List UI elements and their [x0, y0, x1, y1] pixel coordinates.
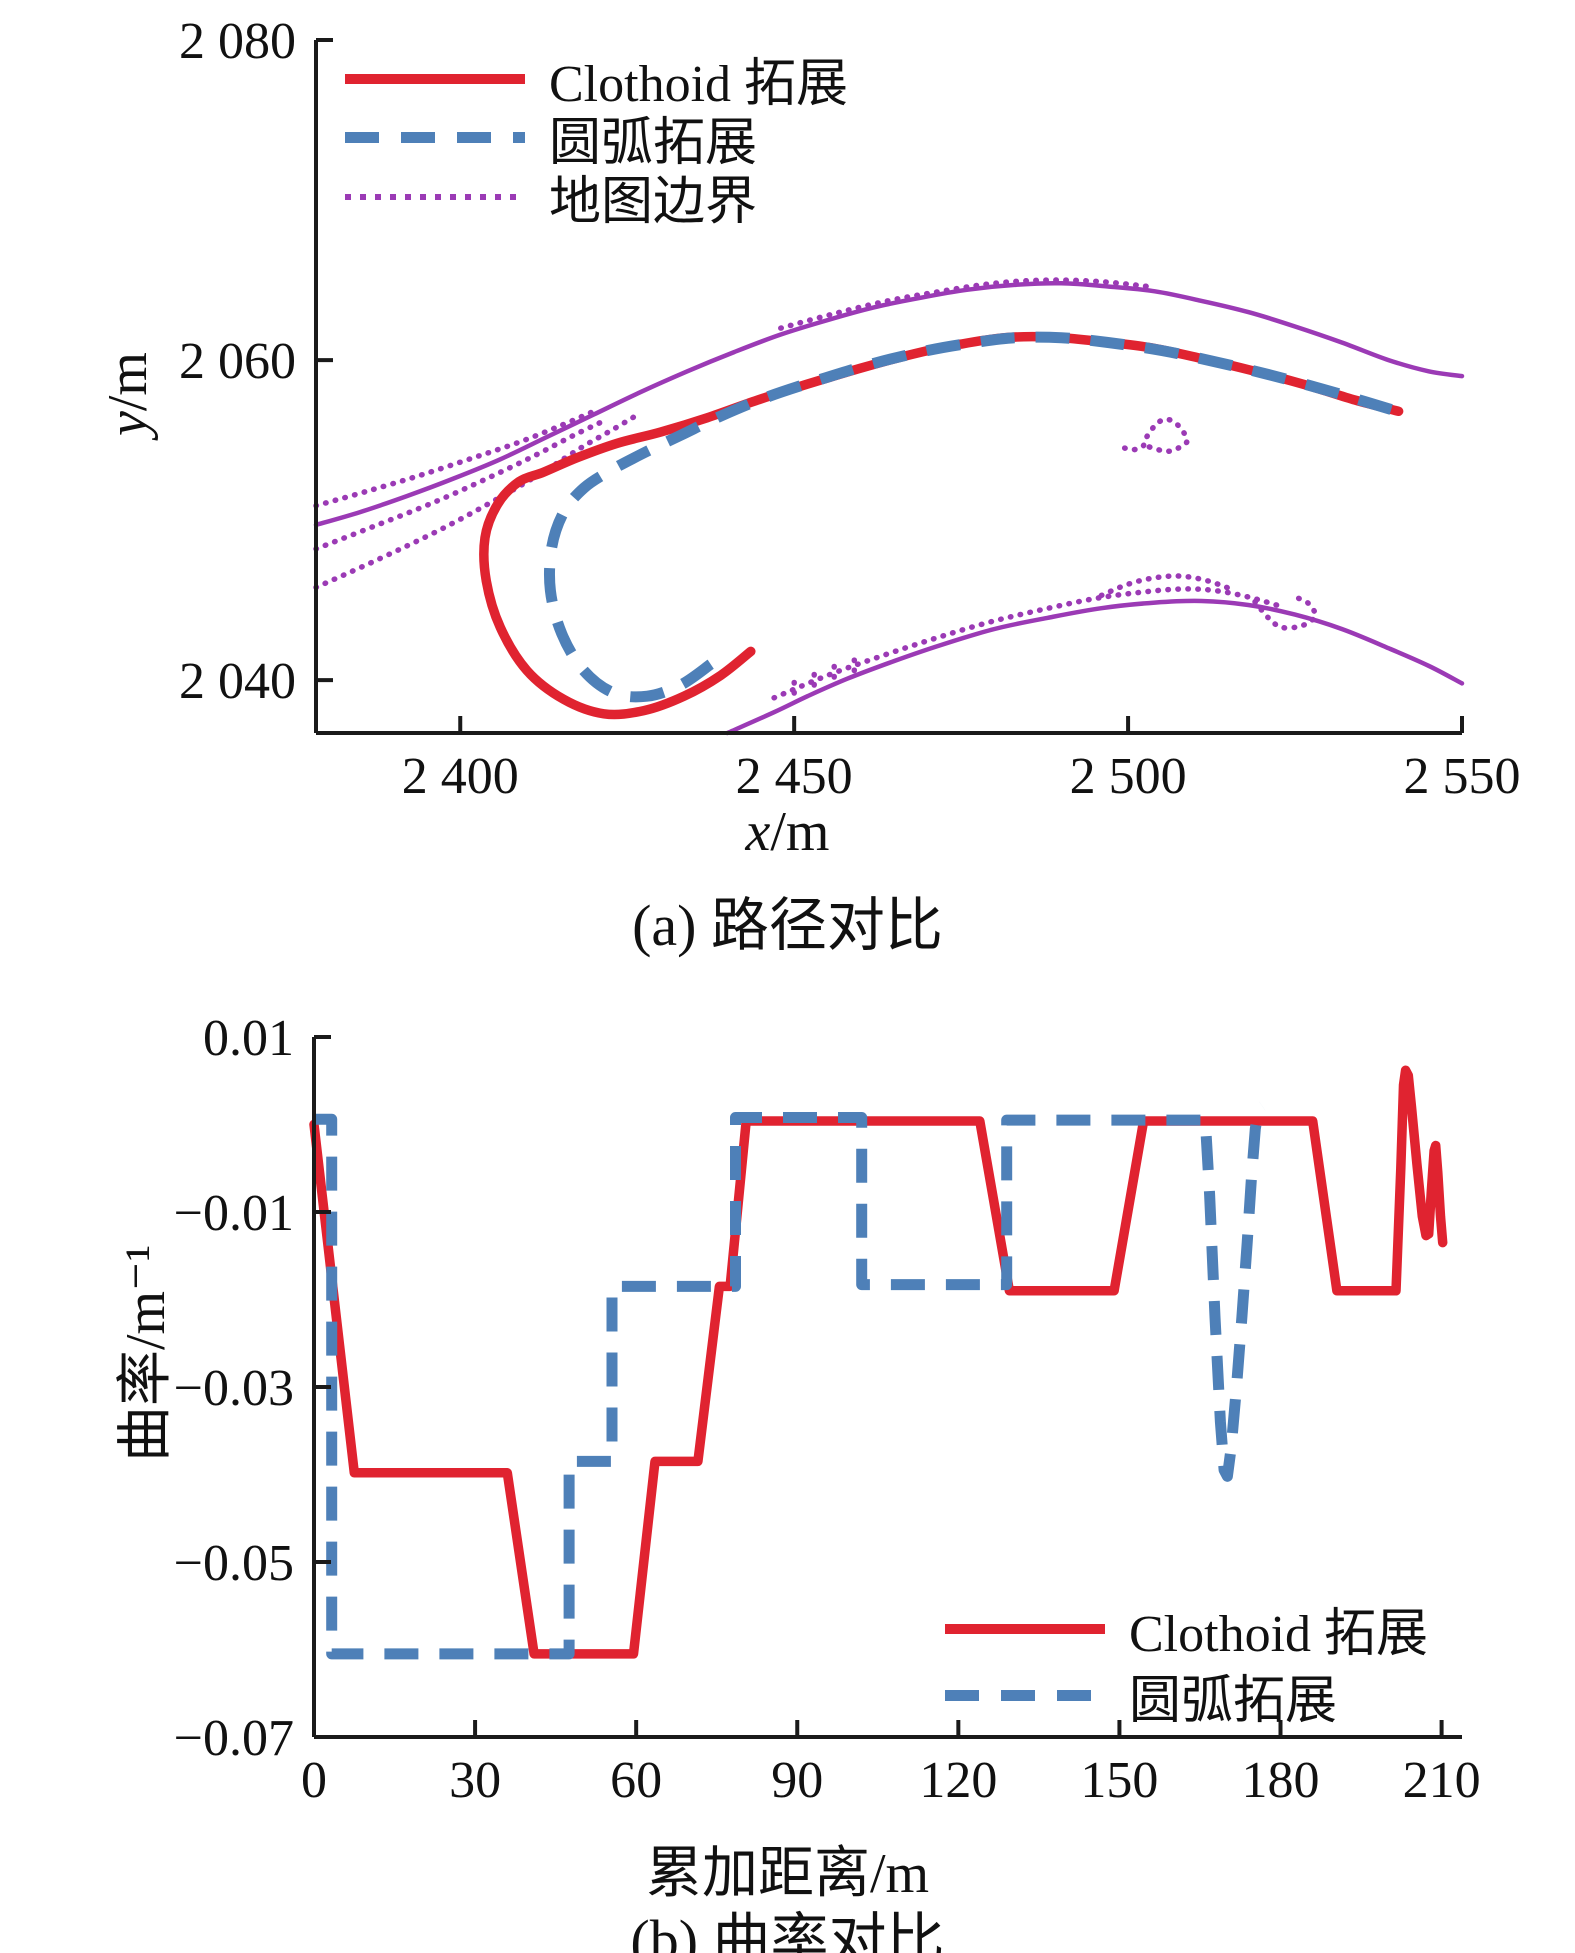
arc-dashed-line-swatch-icon: [345, 132, 525, 143]
path-comparison-plot: 2 400 2 450 2 500 2 550 2 040 2 060 2 080: [179, 13, 1521, 805]
x-tick-label: 60: [610, 1752, 662, 1809]
fig-a-x-unit: /m: [770, 801, 830, 863]
boundary-upper-solid: [313, 280, 1465, 528]
legend-label: Clothoid 拓展: [1129, 1606, 1429, 1663]
legend-label: 圆弧拓展: [1129, 1673, 1338, 1730]
curvature-comparison-axes: 0 30 60 90 120 150 180 210 0.01 −0.01 −0.03 −0.05 −0…: [174, 1010, 1481, 1809]
x-tick-label: 2 550: [1404, 748, 1521, 805]
fig-b-caption: (b) 曲率对比: [630, 1908, 945, 1953]
legend-item-clothoid: Clothoid 拓展: [345, 49, 848, 113]
y-tick-label: 0.01: [203, 1010, 294, 1067]
boundary-lower-dotted-a: [771, 586, 1285, 701]
arc-path: [543, 331, 1394, 703]
x-tick-label: 120: [919, 1752, 997, 1809]
legend-item-clothoid: Clothoid 拓展: [945, 1595, 1428, 1663]
boundary-lower-dotted-b: [1098, 573, 1238, 599]
fig-a-y-unit: /m: [97, 352, 159, 412]
boundary-lower-dotted-hook: [1252, 594, 1318, 631]
clothoid-path: [479, 331, 1404, 720]
legend-label: 地图边界: [549, 174, 758, 231]
y-tick-label: 2 040: [179, 653, 296, 710]
y-tick-label: −0.07: [174, 1710, 294, 1767]
arc-curvature: [314, 1101, 1266, 1660]
arc-dashed-line-swatch-icon: [945, 1690, 1105, 1701]
x-tick-label: 150: [1080, 1752, 1158, 1809]
boundary-upper-dotted-above: [313, 408, 597, 509]
y-tick-label: −0.01: [174, 1185, 294, 1242]
fig-b-legend: Clothoid 拓展 圆弧拓展: [945, 1595, 1428, 1730]
x-tick-label: 2 450: [736, 748, 853, 805]
x-tick-label: 180: [1242, 1752, 1320, 1809]
y-tick-label: 2 060: [179, 333, 296, 390]
legend-label: Clothoid 拓展: [549, 56, 849, 113]
x-tick-label: 0: [301, 1752, 327, 1809]
boundary-upper-dotted-below: [313, 416, 610, 552]
boundary-dotted-line-swatch-icon: [345, 193, 525, 200]
path-comparison-axes: 2 400 2 450 2 500 2 550 2 040 2 060 2 080: [179, 13, 1521, 805]
fig-b-x-axis-label: 累加距离/m: [645, 1843, 930, 1905]
legend-label: 圆弧拓展: [549, 115, 758, 172]
clothoid-line-swatch-icon: [345, 73, 525, 84]
legend-item-arc: 圆弧拓展: [945, 1662, 1428, 1730]
y-tick-label: −0.05: [174, 1535, 294, 1592]
fig-a-y-var: y: [97, 411, 159, 436]
boundary-lower-solid: [725, 598, 1465, 736]
curvature-comparison-plot: 0 30 60 90 120 150 180 210 0.01 −0.01 −0.03 −0.05 −0…: [174, 1010, 1481, 1809]
fig-b-y-axis-label: 曲率/m⁻¹: [115, 1244, 177, 1462]
fig-a-y-axis-label: y/m: [96, 352, 160, 436]
fig-a-caption: (a) 路径对比: [632, 893, 943, 958]
x-tick-label: 2 400: [402, 748, 519, 805]
legend-item-arc: 圆弧拓展: [345, 108, 848, 172]
boundary-upper-dotted-low: [313, 410, 644, 591]
x-tick-label: 210: [1403, 1752, 1481, 1809]
x-tick-label: 90: [771, 1752, 823, 1809]
x-tick-label: 2 500: [1070, 748, 1187, 805]
x-tick-label: 30: [449, 1752, 501, 1809]
y-tick-label: −0.03: [174, 1360, 294, 1417]
legend-item-boundary: 地图边界: [345, 167, 848, 231]
fig-a-x-axis-label: x/m: [0, 800, 1575, 864]
clothoid-line-swatch-icon: [945, 1623, 1105, 1634]
boundary-blob: [1121, 416, 1190, 455]
fig-a-x-var: x: [745, 801, 771, 863]
clothoid-curvature: [309, 1065, 1448, 1659]
y-tick-label: 2 080: [179, 13, 296, 70]
boundary-upper-dotted-peak: [778, 277, 1158, 331]
fig-a-legend: Clothoid 拓展 圆弧拓展 地图边界: [345, 49, 848, 231]
